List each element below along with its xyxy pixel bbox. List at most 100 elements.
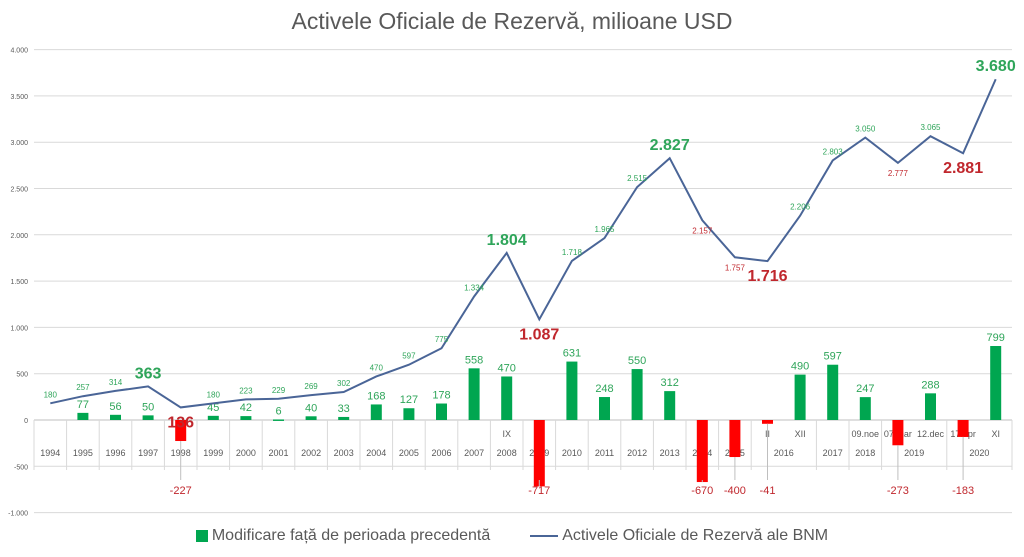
bar-value-label: 127 bbox=[400, 394, 418, 406]
bar-value-label: 40 bbox=[305, 402, 317, 414]
bar-positive bbox=[990, 346, 1002, 420]
bar-positive bbox=[338, 416, 350, 420]
legend-swatch-bar bbox=[195, 530, 208, 542]
legend-label-bars: Modificare față de perioada precedentă bbox=[211, 527, 491, 544]
bar-negative bbox=[175, 420, 187, 442]
line-value-label: 229 bbox=[272, 386, 286, 395]
x-tick-label-year: 2005 bbox=[399, 448, 419, 458]
line-value-label: 257 bbox=[76, 383, 90, 392]
line-value-label: 597 bbox=[402, 352, 416, 361]
x-tick-label-year: 2003 bbox=[334, 448, 354, 458]
bar-value-label: 6 bbox=[275, 405, 281, 417]
x-tick-label-year: 2006 bbox=[431, 448, 451, 458]
bar-positive bbox=[207, 415, 219, 420]
x-tick-label-year: 2008 bbox=[497, 448, 517, 458]
x-tick-label-year: 2010 bbox=[562, 448, 582, 458]
x-tick-label-year: 1996 bbox=[105, 448, 125, 458]
bar-value-label: 168 bbox=[367, 390, 385, 402]
line-value-label: 1.757 bbox=[725, 263, 746, 272]
bar-value-label: 550 bbox=[628, 355, 646, 367]
line-value-label: 302 bbox=[337, 379, 351, 388]
x-tick-label-year: 1999 bbox=[203, 448, 223, 458]
bar-positive bbox=[305, 416, 317, 420]
bar-value-label: 558 bbox=[465, 354, 483, 366]
bar-positive bbox=[468, 368, 480, 420]
bar-positive bbox=[403, 408, 415, 420]
bar-value-label: 33 bbox=[338, 403, 350, 415]
y-tick-label: 0 bbox=[24, 418, 28, 425]
line-value-label: 314 bbox=[109, 378, 123, 387]
x-tick-label-year: 2020 bbox=[969, 448, 989, 458]
bar-value-label: -41 bbox=[760, 485, 776, 497]
bar-positive bbox=[827, 364, 839, 420]
bar-positive bbox=[142, 415, 154, 420]
x-tick-label-year: 2007 bbox=[464, 448, 484, 458]
line-value-label: 2.881 bbox=[943, 160, 983, 177]
line-value-label: 136 bbox=[167, 414, 194, 431]
bar-positive bbox=[370, 404, 382, 420]
line-value-label: 2.777 bbox=[888, 169, 909, 178]
bar-value-label: 247 bbox=[856, 383, 874, 395]
x-tick-label-year: 2013 bbox=[660, 448, 680, 458]
bar-value-label: -400 bbox=[724, 485, 746, 497]
bar-positive bbox=[794, 374, 806, 420]
bar-positive bbox=[77, 412, 89, 420]
bar-value-label: 597 bbox=[824, 351, 842, 363]
x-tick-label-year: 2012 bbox=[627, 448, 647, 458]
x-tick-label-year: 2011 bbox=[595, 448, 614, 458]
bar-value-label: 42 bbox=[240, 402, 252, 414]
bar-value-label: 288 bbox=[921, 379, 939, 391]
line-value-label: 1.334 bbox=[464, 283, 485, 292]
x-tick-label-year: 2004 bbox=[366, 448, 386, 458]
x-tick-label-year: 2018 bbox=[855, 448, 875, 458]
bar-value-label: 312 bbox=[661, 377, 679, 389]
line-value-label: 223 bbox=[239, 386, 253, 395]
x-tick-label-period: XII bbox=[795, 429, 806, 439]
bar-positive bbox=[273, 419, 284, 421]
line-value-label: 1.718 bbox=[562, 248, 583, 257]
line-value-label: 1.716 bbox=[747, 268, 787, 285]
y-tick-label: 1.500 bbox=[10, 279, 28, 286]
x-tick-label-year: 2002 bbox=[301, 448, 321, 458]
y-tick-label: 2.500 bbox=[10, 187, 28, 194]
x-tick-label-period: 12.dec bbox=[917, 429, 945, 439]
reserves-line bbox=[50, 78, 997, 409]
bar-negative bbox=[762, 420, 773, 424]
line-value-label: 470 bbox=[370, 363, 384, 372]
line-value-label: 3.680 bbox=[976, 58, 1016, 75]
legend-item-bars: Modificare față de perioada precedentă bbox=[195, 527, 491, 545]
bar-value-label: -227 bbox=[170, 485, 192, 497]
bar-value-label: -183 bbox=[952, 485, 974, 497]
bar-value-label: 631 bbox=[563, 348, 581, 360]
chart-title: Activele Oficiale de Rezervă, milioane U… bbox=[291, 8, 733, 34]
y-tick-label: 1.000 bbox=[10, 325, 28, 332]
line-value-label: 1.965 bbox=[594, 225, 615, 234]
bar-value-label: 799 bbox=[987, 332, 1005, 344]
x-tick-label-year: 2016 bbox=[774, 448, 794, 458]
x-tick-label-year: 1994 bbox=[40, 448, 60, 458]
bar-positive bbox=[859, 397, 871, 420]
x-tick-label-period: XI bbox=[991, 429, 1000, 439]
bar-value-label: 56 bbox=[109, 401, 121, 413]
y-tick-label: -1.000 bbox=[8, 511, 28, 518]
bar-value-label: 248 bbox=[595, 383, 613, 395]
line-value-label: 2.803 bbox=[823, 147, 844, 156]
line-value-label: 3.050 bbox=[855, 125, 876, 134]
y-tick-label: -500 bbox=[14, 464, 28, 471]
line-value-label: 2.827 bbox=[650, 137, 690, 154]
bar-value-label: 470 bbox=[498, 362, 516, 374]
y-tick-label: 500 bbox=[16, 372, 28, 379]
x-tick-label-year: 2019 bbox=[904, 448, 924, 458]
y-tick-label: 3.500 bbox=[10, 94, 28, 101]
bar-value-label: -670 bbox=[691, 485, 713, 497]
bar-positive bbox=[631, 369, 643, 420]
line-value-label: 3.065 bbox=[920, 123, 941, 132]
x-tick-label-year: 1995 bbox=[73, 448, 93, 458]
line-value-label: 269 bbox=[304, 382, 318, 391]
bar-negative bbox=[696, 420, 708, 483]
x-tick-label-year: 1997 bbox=[138, 448, 158, 458]
legend-label-line: Activele Oficiale de Rezervă ale BNM bbox=[562, 527, 829, 544]
legend-item-line: Activele Oficiale de Rezervă ale BNM bbox=[530, 527, 828, 545]
bar-negative bbox=[957, 420, 969, 437]
bar-value-label: 77 bbox=[77, 399, 89, 411]
